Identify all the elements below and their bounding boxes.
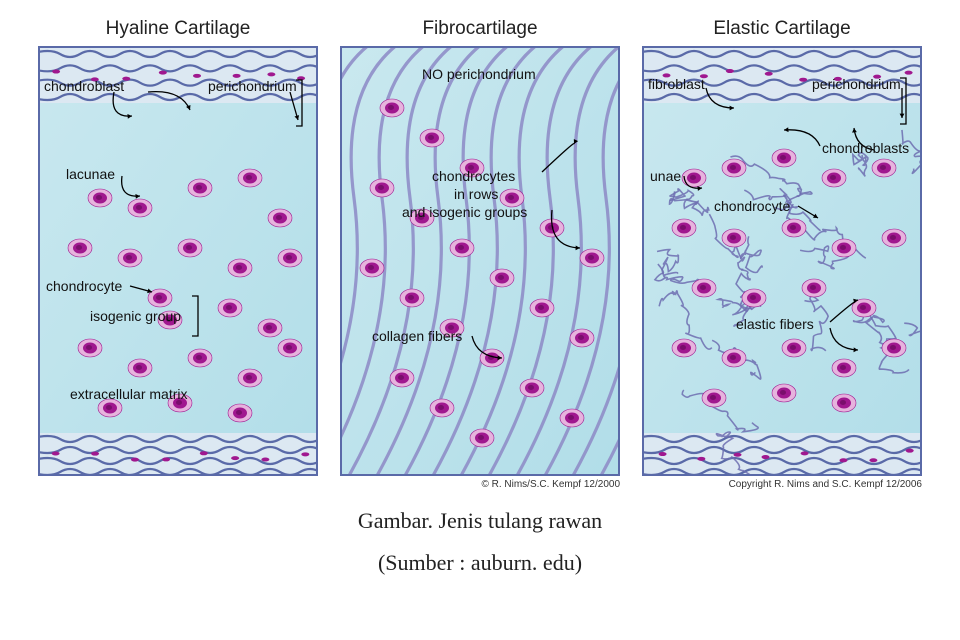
panel-title: Hyaline Cartilage (106, 18, 251, 40)
panel-elastic: Elastic Cartilage fibroblastperichondrium… (642, 18, 922, 490)
copyright-text: Copyright R. Nims and S.C. Kempf 12/2006 (642, 479, 922, 490)
diagram-panel: chondroblastperichondriumlacunaechondroc… (38, 46, 318, 476)
panel-title: Fibrocartilage (422, 18, 537, 40)
diagram-panel: fibroblastperichondriumchondroblastsunae… (642, 46, 922, 476)
panel-title: Elastic Cartilage (713, 18, 850, 40)
panel-fibro: Fibrocartilage NO perichondriumchondrocyt… (340, 18, 620, 490)
panel-hyaline: Hyaline Cartilage chondroblastperichondri… (38, 18, 318, 490)
diagram-panel: NO perichondriumchondrocytesin rowsand i… (340, 46, 620, 476)
caption-main: Gambar. Jenis tulang rawan (0, 508, 960, 534)
copyright-text: © R. Nims/S.C. Kempf 12/2000 (340, 479, 620, 490)
caption-source: (Sumber : auburn. edu) (0, 550, 960, 576)
